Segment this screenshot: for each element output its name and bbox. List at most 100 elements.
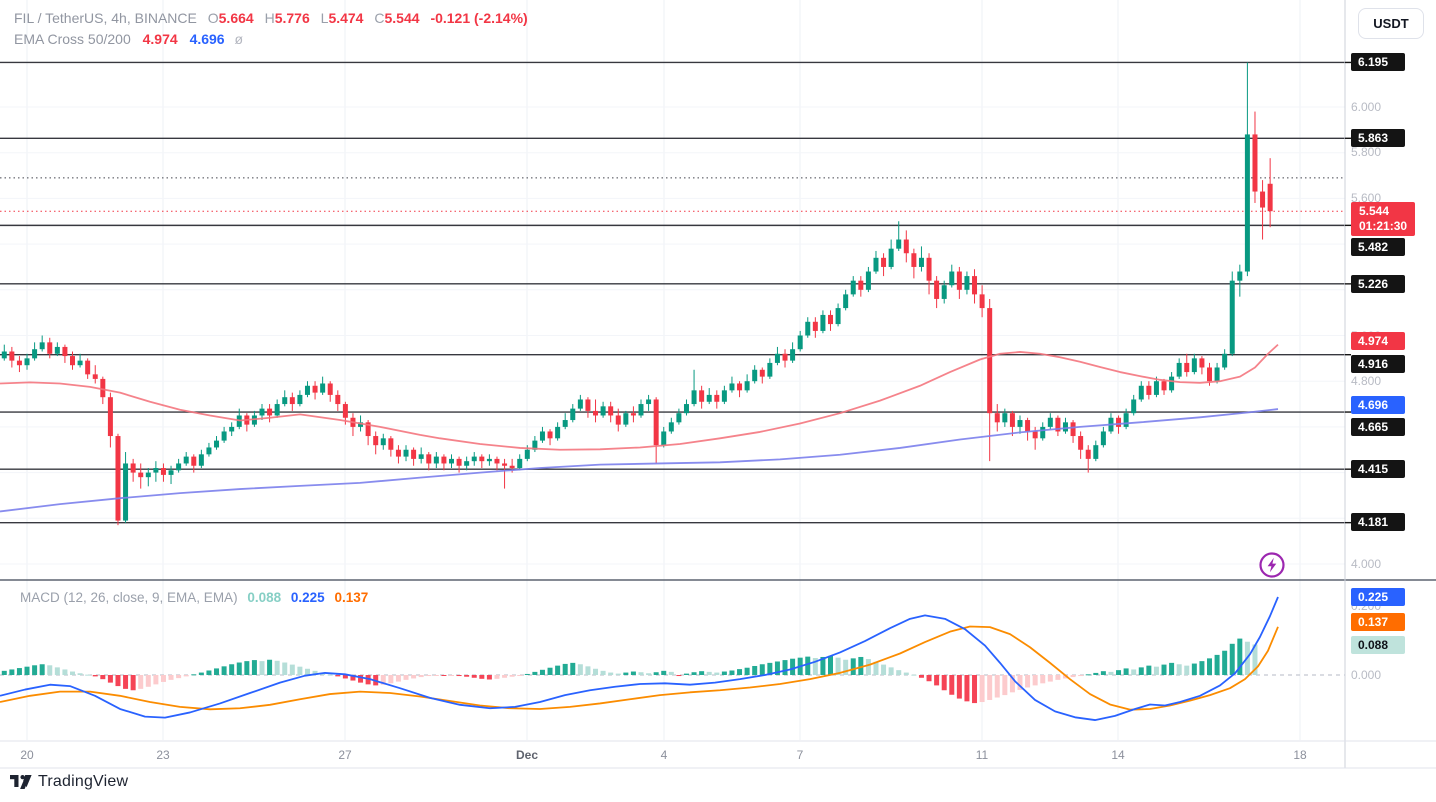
- candle-body: [956, 271, 962, 290]
- candle-body: [229, 426, 235, 432]
- macd-hist-bar: [92, 675, 98, 677]
- tradingview-logo[interactable]: TradingView: [10, 773, 128, 791]
- macd-hist-bar: [1040, 675, 1046, 684]
- macd-hist-bar: [39, 664, 45, 675]
- candle-body: [615, 415, 621, 425]
- ema-indicator-row[interactable]: EMA Cross 50/200 4.974 4.696 ø: [14, 29, 528, 50]
- candle-body: [1093, 445, 1099, 459]
- macd-hist-bar: [1047, 675, 1053, 682]
- candle-body: [1161, 381, 1167, 391]
- candle-body: [835, 308, 841, 325]
- candle-body: [1260, 191, 1266, 208]
- macd-hist-bar: [1100, 671, 1106, 675]
- price-axis[interactable]: 6.0005.8005.6005.0004.8004.0000.2000.000…: [1346, 0, 1436, 768]
- candlestick-series: [1, 62, 1273, 526]
- macd-hist-bar: [198, 672, 204, 675]
- indicator-mode-icon[interactable]: ø: [234, 31, 244, 47]
- candle-body: [70, 356, 75, 366]
- macd-hist-bar: [380, 675, 386, 685]
- time-tick-label: 7: [796, 747, 804, 762]
- candle-body: [593, 410, 599, 416]
- candle-body: [517, 458, 523, 469]
- candle-body: [441, 456, 447, 464]
- macd-hist-bar: [835, 657, 841, 675]
- candle-body: [433, 456, 439, 464]
- candle-body: [828, 314, 833, 325]
- candle-body: [191, 456, 197, 466]
- macd-hist-bar: [721, 671, 727, 675]
- macd-hist-bar: [865, 659, 871, 675]
- candle-body: [206, 447, 212, 455]
- macd-hist-bar: [1214, 654, 1220, 675]
- candle-body: [1176, 362, 1182, 377]
- macd-hist-bar: [160, 675, 166, 682]
- macd-hist-bar: [342, 675, 348, 679]
- macd-hist-bar: [1207, 658, 1212, 675]
- macd-hist-bar: [918, 675, 924, 678]
- high-value: 5.776: [274, 10, 310, 26]
- macd-hist-bar: [403, 675, 409, 680]
- axis-price-badge: 0.088: [1351, 636, 1405, 654]
- macd-hist-bar: [62, 669, 68, 675]
- macd-hist-bar: [1123, 668, 1129, 675]
- candle-body: [502, 463, 508, 466]
- time-axis[interactable]: 20 23 27 Dec 4 7 11 14 18: [0, 741, 1436, 768]
- candle-body: [555, 426, 561, 439]
- candle-body: [683, 404, 689, 414]
- macd-hist-bar: [1222, 650, 1228, 675]
- macd-hist-bar: [729, 670, 735, 675]
- candle-body: [987, 308, 993, 414]
- candle-body: [941, 285, 947, 299]
- candle-body: [638, 404, 644, 416]
- macd-hist-bar: [926, 675, 932, 682]
- currency-toggle-button[interactable]: USDT: [1358, 8, 1424, 39]
- candle-body: [380, 438, 386, 446]
- candle-body: [676, 413, 682, 423]
- candle-body: [600, 406, 606, 416]
- macd-hist-bar: [774, 661, 780, 675]
- candle-body: [479, 456, 485, 462]
- macd-hist-bar: [418, 675, 424, 678]
- macd-hist-bar: [1199, 661, 1205, 675]
- candle-body: [24, 358, 30, 366]
- macd-hist-bar: [934, 675, 940, 686]
- candle-body: [1229, 280, 1235, 354]
- candle-body: [1040, 426, 1046, 439]
- candle-body: [714, 394, 720, 402]
- macd-hist-bar: [221, 666, 227, 675]
- lightning-trade-icon[interactable]: [1256, 549, 1288, 581]
- macd-hist-bar: [547, 667, 553, 675]
- candle-body: [577, 399, 583, 409]
- ema-cross-label: EMA Cross 50/200: [14, 31, 131, 47]
- macd-hist-bar: [1017, 675, 1023, 690]
- candle-body: [570, 408, 576, 421]
- chart-legend[interactable]: FIL / TetherUS, 4h, BINANCE O5.664 H5.77…: [14, 8, 528, 50]
- candle-body: [1047, 417, 1053, 427]
- tradingview-logo-text: TradingView: [38, 773, 129, 790]
- axis-price-badge: 4.696: [1351, 396, 1405, 414]
- candle-body: [449, 458, 454, 464]
- candle-body: [282, 397, 288, 405]
- macd-hist-bar: [1108, 671, 1114, 675]
- macd-main-line: [0, 596, 1279, 721]
- symbol-title: FIL / TetherUS, 4h, BINANCE: [14, 10, 197, 26]
- macd-legend-row[interactable]: MACD (12, 26, close, 9, EMA, EMA) 0.088 …: [14, 590, 368, 605]
- macd-hist-bar: [411, 675, 417, 679]
- macd-hist-bar: [70, 671, 75, 675]
- macd-hist-bar: [274, 660, 280, 675]
- axis-price-badge: 0.137: [1351, 613, 1405, 631]
- macd-hist-bar: [903, 672, 909, 675]
- axis-tick-label: 5.600: [1351, 191, 1382, 205]
- candle-body: [47, 342, 53, 354]
- candle-body: [539, 431, 545, 441]
- macd-hist-bar: [555, 665, 561, 675]
- macd-hist-bar: [1169, 662, 1175, 675]
- macd-hist-bar: [577, 664, 583, 675]
- candle-body: [92, 374, 98, 379]
- candle-body: [486, 458, 492, 462]
- macd-hist-bar: [358, 675, 364, 683]
- macd-hist-bar: [77, 673, 83, 675]
- candle-body: [1025, 420, 1031, 432]
- macd-hist-value: 0.088: [247, 590, 282, 605]
